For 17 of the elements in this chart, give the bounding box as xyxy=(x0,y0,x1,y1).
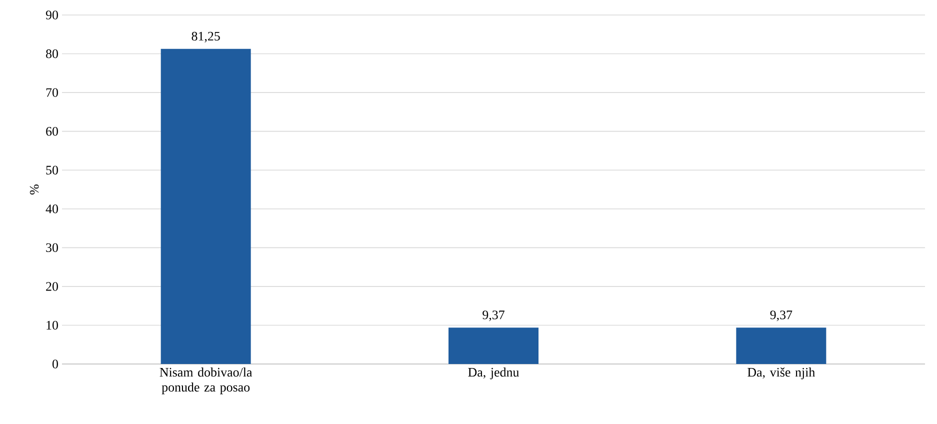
y-tick-label: 60 xyxy=(46,126,58,136)
y-tick-label: 0 xyxy=(52,360,58,368)
y-axis-title: % xyxy=(30,184,39,194)
y-tick-label: 90 xyxy=(46,10,58,20)
x-tick-label: Nisam dobivao/la ponude za posao xyxy=(160,368,252,394)
y-tick-label: 80 xyxy=(46,49,58,58)
y-tick-label: 30 xyxy=(46,243,58,252)
y-tick-label: 50 xyxy=(46,166,58,174)
y-tick-label: 20 xyxy=(46,282,58,291)
x-tick-label: Da, jednu xyxy=(468,368,519,380)
y-tick-label: 70 xyxy=(46,88,58,97)
data-label: 9,37 xyxy=(770,310,792,322)
x-tick-label: Da, više njih xyxy=(748,368,815,380)
data-label: 9,37 xyxy=(482,310,504,322)
data-label: 81,25 xyxy=(192,32,220,42)
y-tick-label: 40 xyxy=(46,204,58,214)
y-tick-label: 10 xyxy=(46,320,58,330)
